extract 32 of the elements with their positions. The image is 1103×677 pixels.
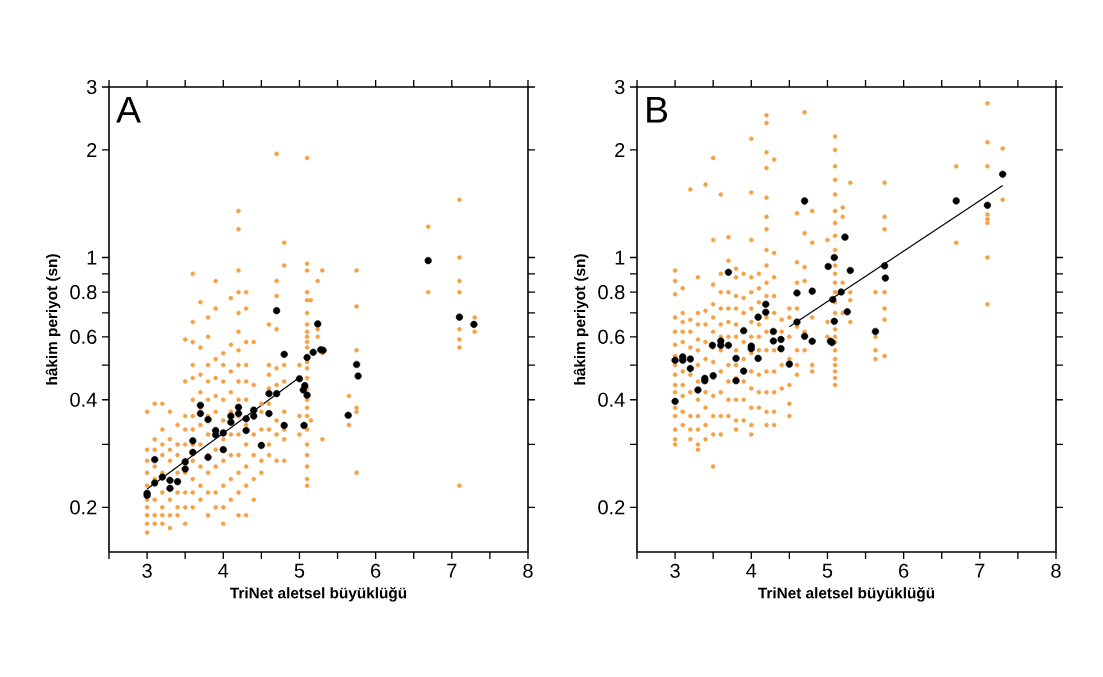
x-tick-label: 6 [899, 563, 909, 578]
x-tick-label: 7 [975, 563, 985, 578]
y-tick-label: 2 [87, 142, 97, 157]
y-tick-label: 0.4 [70, 392, 97, 407]
x-tick-label: 3 [142, 563, 152, 578]
x-tick-label: 8 [523, 563, 533, 578]
x-axis-title: TriNet aletsel büyüklüğü [230, 587, 407, 602]
y-tick-label: 2 [615, 142, 625, 157]
y-tick-label: 0.8 [70, 285, 97, 300]
x-axis-title: TriNet aletsel büyüklüğü [758, 587, 935, 602]
y-tick-label: 0.6 [70, 329, 97, 344]
y-axis-title: hâkim periyot (sn) [573, 254, 589, 385]
y-tick-label: 1 [615, 250, 625, 265]
y-axis-title: hâkim periyot (sn) [45, 254, 61, 385]
y-tick-label: 0.2 [598, 500, 625, 515]
x-tick-label: 5 [294, 563, 305, 578]
y-tick-label: 3 [614, 79, 625, 95]
y-tick-label: 0.2 [70, 500, 97, 515]
x-tick-label: 4 [218, 563, 229, 578]
annotation: A [116, 96, 141, 123]
x-tick-label: 5 [822, 563, 833, 578]
annotation: B [647, 96, 668, 123]
y-tick-label: 0.8 [598, 285, 625, 300]
x-tick-label: 7 [447, 563, 457, 578]
y-tick-label: 1 [87, 250, 97, 265]
x-tick-label: 4 [746, 563, 757, 578]
x-tick-label: 6 [371, 563, 381, 578]
x-tick-label: 3 [670, 563, 680, 578]
y-tick-label: 3 [86, 79, 97, 95]
x-tick-label: 8 [1051, 563, 1061, 578]
y-tick-label: 0.4 [598, 392, 625, 407]
y-tick-label: 0.6 [598, 329, 625, 344]
